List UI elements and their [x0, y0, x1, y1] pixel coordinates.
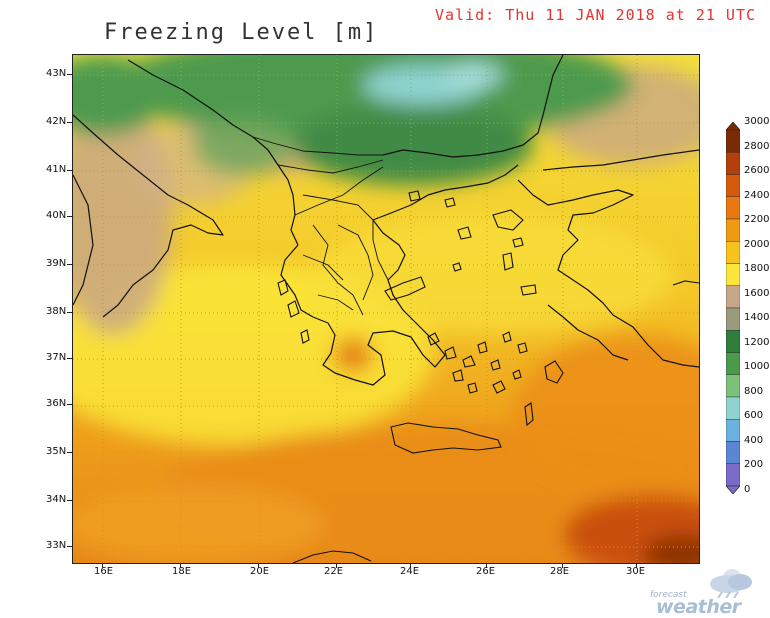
lat-label: 42N — [46, 116, 67, 127]
colorbar-swatch — [725, 396, 741, 420]
lat-tick — [67, 312, 72, 313]
colorbar-swatch — [725, 374, 741, 398]
colorbar-label: 600 — [744, 410, 764, 422]
colorbar-swatch — [725, 152, 741, 175]
lon-tick — [636, 563, 637, 568]
lon-label: 16E — [94, 566, 114, 577]
logo-text-small: forecast — [650, 590, 687, 600]
colorbar — [725, 121, 741, 495]
freezing-level-map — [72, 54, 700, 564]
lat-label: 33N — [46, 540, 67, 551]
lat-tick — [67, 216, 72, 217]
lat-label: 36N — [46, 398, 67, 409]
lat-tick — [67, 122, 72, 123]
lon-label: 18E — [172, 566, 192, 577]
lon-tick — [336, 563, 337, 568]
lon-tick — [102, 563, 103, 568]
colorbar-swatch — [725, 129, 741, 153]
lat-label: 39N — [46, 258, 67, 269]
lat-tick — [67, 358, 72, 359]
lat-tick — [67, 264, 72, 265]
logo-text-big: weather — [656, 596, 741, 618]
lat-label: 37N — [46, 352, 67, 363]
colorbar-min-arrow — [725, 485, 741, 495]
lat-tick — [67, 546, 72, 547]
lon-tick — [562, 563, 563, 568]
colorbar-label: 1200 — [744, 336, 770, 348]
islands — [277, 190, 699, 563]
colorbar-swatch — [725, 218, 741, 242]
colorbar-swatch — [725, 330, 741, 353]
country-borders — [252, 136, 389, 316]
lon-tick — [486, 563, 487, 568]
colorbar-label: 1400 — [744, 312, 770, 324]
colorbar-label: 2400 — [744, 189, 770, 201]
colorbar-label: 2600 — [744, 165, 770, 177]
colorbar-label: 2800 — [744, 140, 770, 152]
colorbar-label: 800 — [744, 385, 764, 397]
colorbar-swatch — [725, 463, 741, 487]
cloud-sun-rain-icon — [710, 569, 752, 598]
lon-label: 22E — [324, 566, 344, 577]
lon-tick — [180, 563, 181, 568]
colorbar-swatch — [725, 441, 741, 464]
colorbar-label: 1800 — [744, 263, 770, 275]
colorbar-label: 1600 — [744, 287, 770, 299]
lon-label: 30E — [626, 566, 646, 577]
colorbar-label: 400 — [744, 434, 764, 446]
valid-time-label: Valid: Thu 11 JAN 2018 at 21 UTC — [435, 6, 756, 24]
lon-label: 28E — [550, 566, 570, 577]
lat-label: 34N — [46, 494, 67, 505]
lat-tick — [67, 74, 72, 75]
lon-label: 20E — [250, 566, 270, 577]
lat-label: 40N — [46, 210, 67, 221]
colorbar-max-arrow — [725, 121, 741, 131]
field-blobs — [73, 55, 699, 563]
forecast-weather-logo — [648, 564, 766, 614]
colorbar-swatch — [725, 352, 741, 375]
lat-tick — [67, 170, 72, 171]
colorbar-label: 0 — [744, 484, 751, 495]
lon-label: 26E — [476, 566, 496, 577]
map-title: Freezing Level [m] — [104, 20, 379, 45]
map-canvas — [73, 55, 699, 563]
lat-tick — [67, 452, 72, 453]
lat-label: 38N — [46, 306, 67, 317]
colorbar-swatch — [725, 174, 741, 197]
colorbar-label: 1000 — [744, 361, 770, 373]
colorbar-swatch — [725, 419, 741, 442]
colorbar-label: 3000 — [744, 116, 770, 127]
colorbar-swatch — [725, 263, 741, 286]
lon-tick — [410, 563, 411, 568]
colorbar-label: 2200 — [744, 214, 770, 226]
colorbar-label: 2000 — [744, 238, 770, 250]
colorbar-swatch — [725, 196, 741, 220]
lat-tick — [67, 404, 72, 405]
colorbar-label: 200 — [744, 459, 764, 471]
lat-tick — [67, 500, 72, 501]
lat-label: 41N — [46, 164, 67, 175]
lon-label: 24E — [400, 566, 420, 577]
colorbar-swatch — [725, 285, 741, 309]
lat-label: 43N — [46, 68, 67, 79]
lat-label: 35N — [46, 446, 67, 457]
colorbar-swatches — [725, 121, 741, 495]
colorbar-swatch — [725, 307, 741, 331]
lat-lon-gridlines — [73, 55, 699, 563]
colorbar-swatch — [725, 241, 741, 264]
lon-tick — [258, 563, 259, 568]
